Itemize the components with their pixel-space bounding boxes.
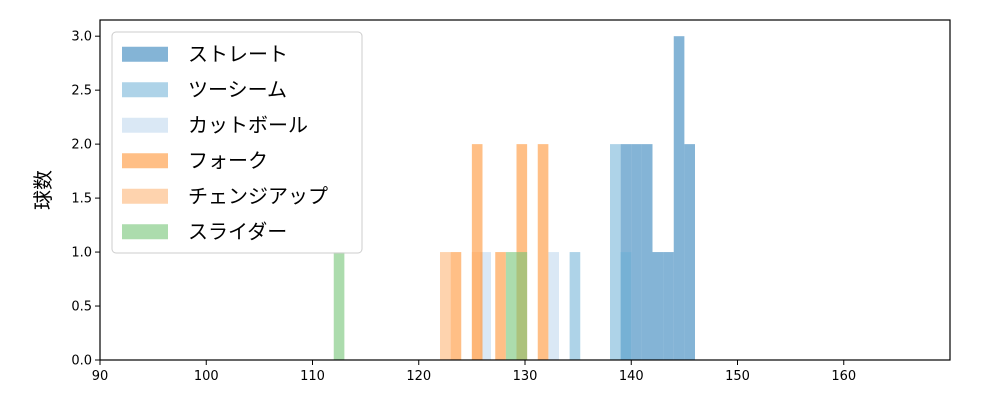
- legend-swatch: [122, 188, 168, 204]
- y-tick-label: 0.0: [71, 354, 92, 369]
- legend-swatch: [122, 46, 168, 62]
- bar-series-0-bin-2: [641, 144, 653, 360]
- bar-series-3-bin-0: [450, 252, 462, 360]
- x-tick-label: 140: [619, 369, 644, 384]
- x-tick-label: 120: [406, 369, 431, 384]
- x-tick-label: 100: [194, 369, 219, 384]
- bar-series-5-bin-2: [516, 252, 528, 360]
- bar-series-3-bin-4: [537, 144, 549, 360]
- bar-series-1-bin-0: [569, 252, 581, 360]
- bar-series-0-bin-6: [684, 144, 695, 360]
- y-tick-label: 0.5: [71, 300, 92, 315]
- y-axis-label: 球数: [31, 170, 55, 210]
- y-tick-label: 1.0: [71, 246, 92, 261]
- x-tick-label: 150: [725, 369, 750, 384]
- legend-label: スライダー: [188, 219, 287, 243]
- bar-series-0-bin-5: [673, 36, 685, 360]
- y-tick-label: 2.5: [71, 84, 92, 99]
- bar-series-4-bin-1: [471, 252, 483, 360]
- legend-box: [111, 31, 363, 254]
- x-axis: 90 100 110 120 130 140 150 160: [92, 360, 856, 384]
- bar-series-1-bin-2: [620, 252, 632, 360]
- bar-series-4-bin-0: [440, 252, 451, 360]
- bars-layer: [333, 36, 695, 360]
- legend-label: ストレート: [188, 42, 288, 66]
- bar-series-0-bin-4: [663, 252, 674, 360]
- bar-series-1-bin-1: [610, 144, 621, 360]
- x-tick-label: 110: [300, 369, 325, 384]
- x-tick-label: 90: [92, 369, 109, 384]
- legend-label: チェンジアップ: [188, 184, 328, 208]
- x-tick-label: 160: [831, 369, 856, 384]
- y-tick-label: 1.5: [71, 192, 92, 207]
- legend-label: フォーク: [188, 148, 268, 172]
- bar-series-5-bin-1: [505, 252, 517, 360]
- legend-label: カットボール: [188, 113, 308, 137]
- y-tick-label: 2.0: [71, 138, 92, 153]
- bar-series-5-bin-0: [333, 252, 345, 360]
- legend-label: ツーシーム: [188, 77, 287, 101]
- bar-series-2-bin-0: [480, 252, 491, 360]
- bar-series-0-bin-1: [631, 144, 642, 360]
- x-tick-label: 130: [513, 369, 538, 384]
- legend-swatch: [122, 153, 168, 169]
- legend-swatch: [122, 117, 168, 133]
- y-axis: 0.0 0.5 1.0 1.5 2.0 2.5 3.0: [71, 30, 100, 369]
- bar-series-3-bin-2: [495, 252, 506, 360]
- legend-swatch: [122, 82, 168, 98]
- legend-swatch: [122, 224, 168, 240]
- y-tick-label: 3.0: [71, 30, 92, 45]
- bar-series-0-bin-3: [652, 252, 664, 360]
- bar-series-2-bin-1: [548, 252, 559, 360]
